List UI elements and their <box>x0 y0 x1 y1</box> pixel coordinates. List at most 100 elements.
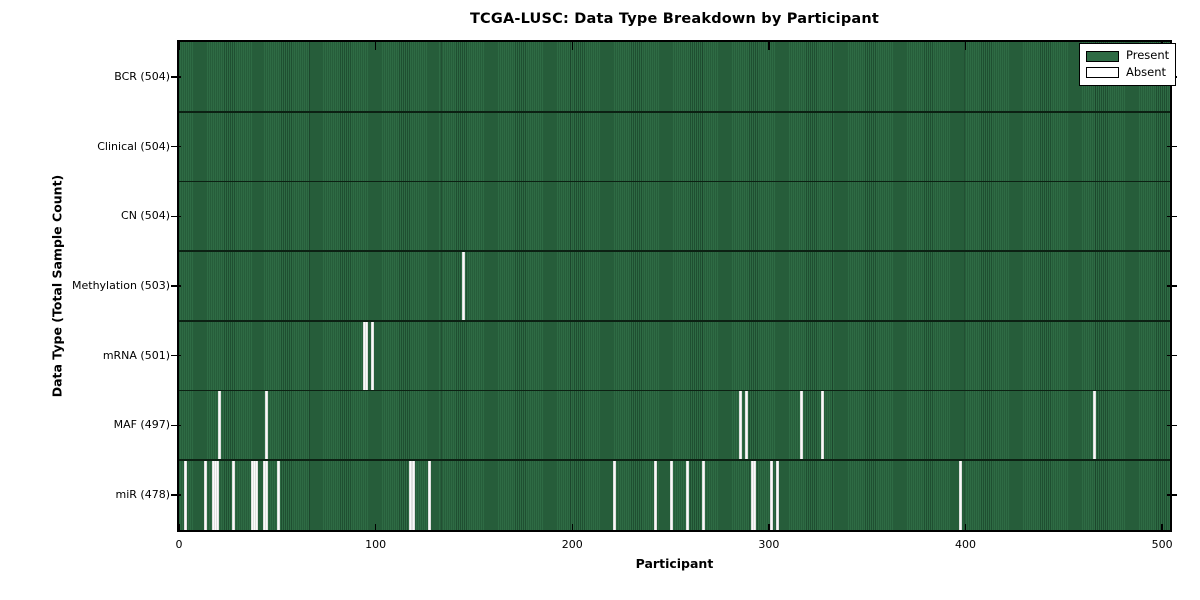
absent-bar <box>255 460 259 530</box>
column-band <box>308 42 310 530</box>
y-tick-label: BCR (504) <box>114 69 170 83</box>
absent-bar <box>253 460 257 530</box>
absent-bar <box>184 460 188 530</box>
absent-bar <box>750 460 754 530</box>
absent-bar <box>363 320 367 391</box>
x-tick-mark <box>374 524 377 532</box>
x-tick-mark <box>571 524 573 532</box>
x-tick-mark <box>1161 524 1163 532</box>
y-tick-label: CN (504) <box>121 209 170 223</box>
absent-bar <box>613 460 617 530</box>
legend-entry-present: Present <box>1086 50 1175 62</box>
x-tick-label: 200 <box>561 538 583 551</box>
y-tick-label: miR (478) <box>115 488 171 502</box>
absent-bar <box>217 390 221 461</box>
absent-bar <box>276 460 280 530</box>
row-divider <box>179 320 1170 322</box>
absent-bar <box>251 460 255 530</box>
absent-bar <box>821 390 825 461</box>
row-divider <box>179 389 1170 392</box>
y-tick-mark <box>1167 145 1177 148</box>
data-row <box>179 112 1170 182</box>
absent-bar <box>959 460 963 530</box>
data-row <box>179 181 1170 251</box>
y-tick-label: MAF (497) <box>113 418 170 432</box>
x-tick-mark <box>374 42 377 50</box>
absent-bar <box>264 460 268 530</box>
y-tick-mark <box>1167 215 1177 218</box>
data-row <box>179 251 1170 321</box>
absent-bar <box>654 460 658 530</box>
y-tick-mark <box>171 354 181 357</box>
y-tick-mark <box>1167 424 1177 427</box>
absent-bar <box>211 460 215 530</box>
row-divider <box>179 180 1170 183</box>
x-tick-mark <box>964 42 967 50</box>
absent-bar <box>776 460 780 530</box>
x-tick-mark <box>178 42 180 50</box>
x-tick-mark <box>178 524 180 532</box>
absent-bar <box>412 460 416 530</box>
absent-swatch-icon <box>1086 67 1119 79</box>
x-tick-label: 0 <box>175 538 183 551</box>
absent-bar <box>231 460 235 530</box>
absent-bar <box>213 460 217 530</box>
data-row <box>179 390 1170 461</box>
column-band <box>702 42 704 530</box>
row-divider <box>179 250 1170 252</box>
absent-bar <box>365 320 369 391</box>
legend-present-label: Present <box>1126 48 1170 63</box>
x-tick-mark <box>768 42 770 50</box>
x-tick-label: 500 <box>1151 538 1173 551</box>
absent-bar <box>670 460 674 530</box>
present-swatch-icon <box>1086 50 1119 62</box>
data-row <box>179 460 1170 530</box>
y-tick-mark <box>171 215 181 218</box>
absent-bar <box>371 320 375 391</box>
x-tick-mark <box>571 42 573 50</box>
y-tick-label: mRNA (501) <box>102 348 170 362</box>
column-band <box>963 42 965 530</box>
row-divider <box>179 459 1170 462</box>
row-divider <box>179 110 1170 113</box>
column-band <box>1095 42 1097 530</box>
y-tick-mark <box>171 145 181 148</box>
absent-bar <box>408 460 412 530</box>
absent-bar <box>799 390 803 461</box>
column-band <box>831 42 833 530</box>
absent-bar <box>428 460 432 530</box>
y-tick-mark <box>171 424 181 427</box>
y-tick-mark <box>171 76 181 78</box>
absent-bar <box>701 460 705 530</box>
y-tick-mark <box>171 285 181 287</box>
absent-bar <box>263 460 267 530</box>
y-tick-mark <box>171 494 181 496</box>
legend-entry-absent: Absent <box>1086 67 1175 79</box>
x-tick-mark <box>964 524 967 532</box>
legend-absent-label: Absent <box>1126 65 1167 80</box>
absent-bar <box>410 460 414 530</box>
x-tick-label: 100 <box>365 538 387 551</box>
plot-area <box>177 40 1172 532</box>
absent-bar <box>215 460 219 530</box>
data-row <box>179 42 1170 112</box>
absent-bar <box>738 390 742 461</box>
x-axis-label: Participant <box>635 556 714 571</box>
absent-bar <box>744 390 748 461</box>
column-band <box>570 42 572 530</box>
y-tick-label: Clinical (504) <box>97 139 170 153</box>
y-tick-mark <box>1167 285 1177 287</box>
absent-bar <box>264 390 268 461</box>
absent-bar <box>752 460 756 530</box>
absent-bar <box>770 460 774 530</box>
column-band <box>440 42 442 530</box>
y-tick-label: Methylation (503) <box>72 279 170 292</box>
x-tick-label: 300 <box>758 538 780 551</box>
absent-bar <box>204 460 208 530</box>
absent-bar <box>1092 390 1096 461</box>
absent-bar <box>685 460 689 530</box>
data-row <box>179 320 1170 391</box>
absent-bar <box>461 251 465 321</box>
x-tick-label: 400 <box>955 538 976 551</box>
x-tick-mark <box>768 524 770 532</box>
